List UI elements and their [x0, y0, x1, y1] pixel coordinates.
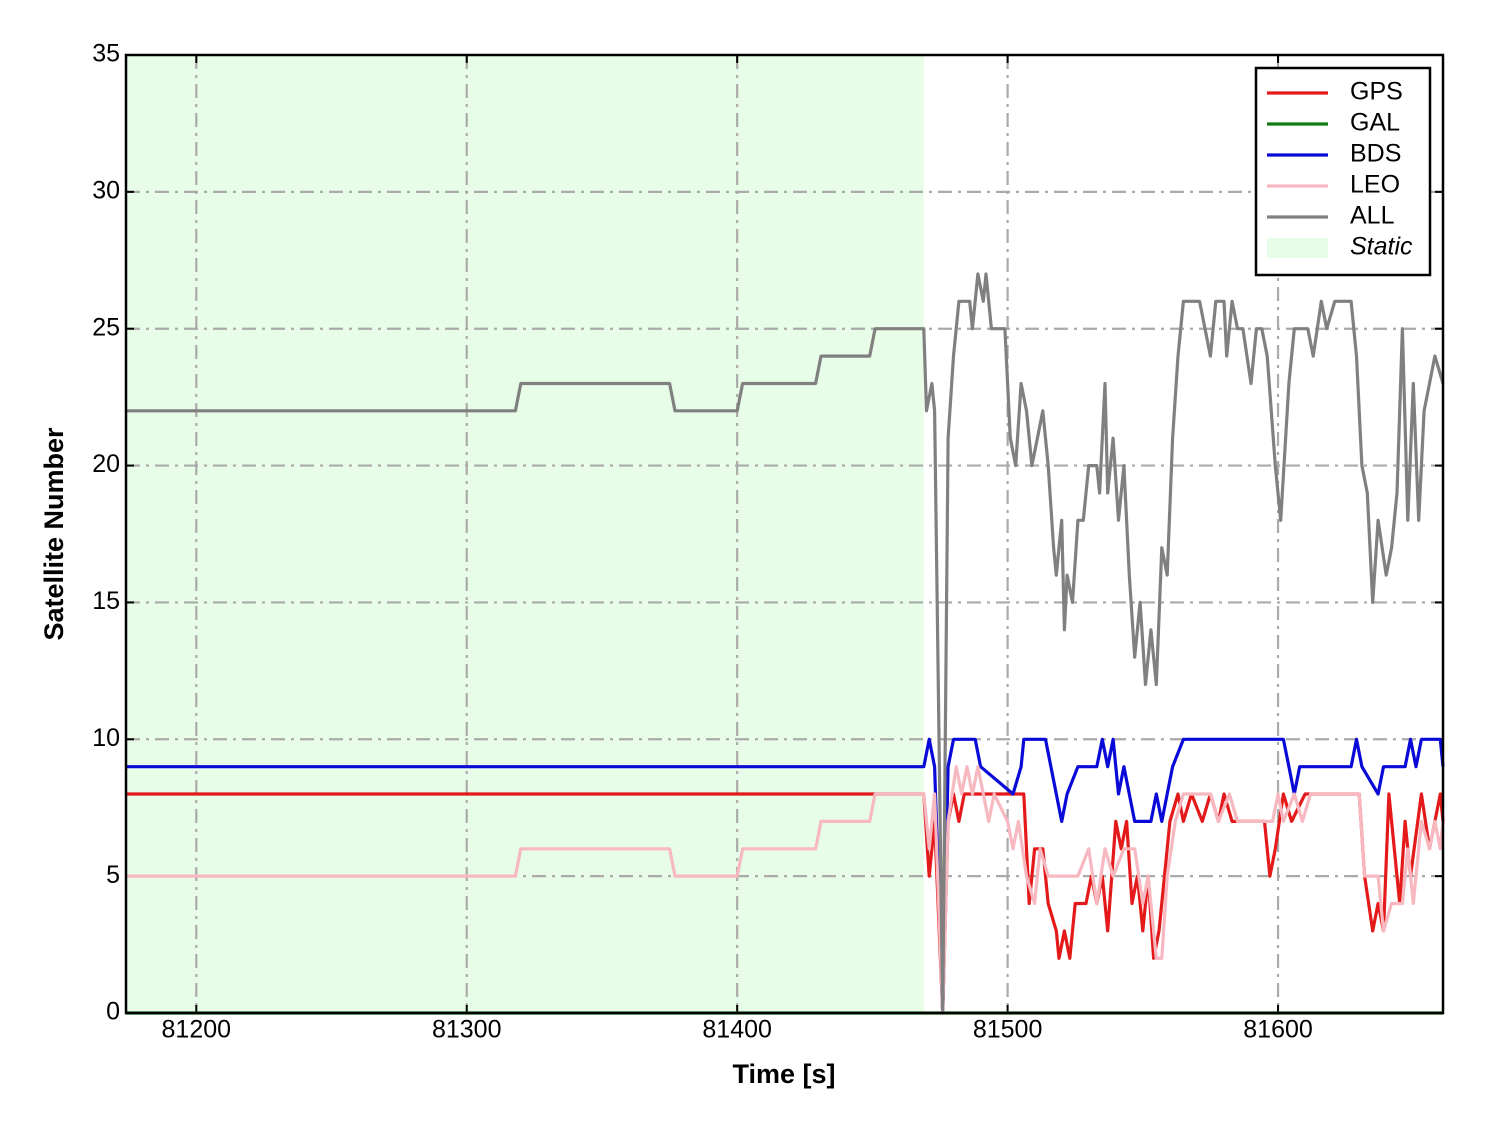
plot-frame — [124, 53, 1445, 1015]
y-tick-label: 35 — [92, 40, 120, 68]
y-tick-label: 10 — [92, 724, 120, 752]
x-tick-label: 81300 — [432, 1016, 502, 1044]
x-axis-label: Time [s] — [732, 1059, 835, 1089]
series-line — [126, 792, 1445, 1015]
y-tick-label: 20 — [92, 450, 120, 478]
series-line — [126, 765, 1445, 1015]
y-tick-label: 0 — [106, 998, 120, 1026]
legend-label: LEO — [1350, 171, 1400, 199]
y-tick-label: 5 — [106, 861, 120, 889]
legend-swatch — [1267, 238, 1328, 258]
y-tick-label: 15 — [92, 587, 120, 615]
legend-label: Static — [1350, 233, 1413, 261]
series-line — [126, 737, 1445, 1015]
legend-label: GAL — [1350, 109, 1400, 137]
y-axis-label: Satellite Number — [39, 427, 69, 641]
x-tick-label: 81500 — [973, 1016, 1043, 1044]
x-tick-label: 81600 — [1243, 1016, 1313, 1044]
x-tick-label: 81400 — [702, 1016, 772, 1044]
series-line — [126, 272, 1445, 1015]
legend-label: GPS — [1350, 78, 1403, 106]
legend-label: ALL — [1350, 202, 1395, 230]
y-tick-label: 30 — [92, 176, 120, 204]
y-tick-label: 25 — [92, 313, 120, 341]
legend-box — [1254, 66, 1432, 277]
legend-label: BDS — [1350, 140, 1401, 168]
x-tick-label: 81200 — [162, 1016, 232, 1044]
static-span — [126, 55, 924, 1013]
